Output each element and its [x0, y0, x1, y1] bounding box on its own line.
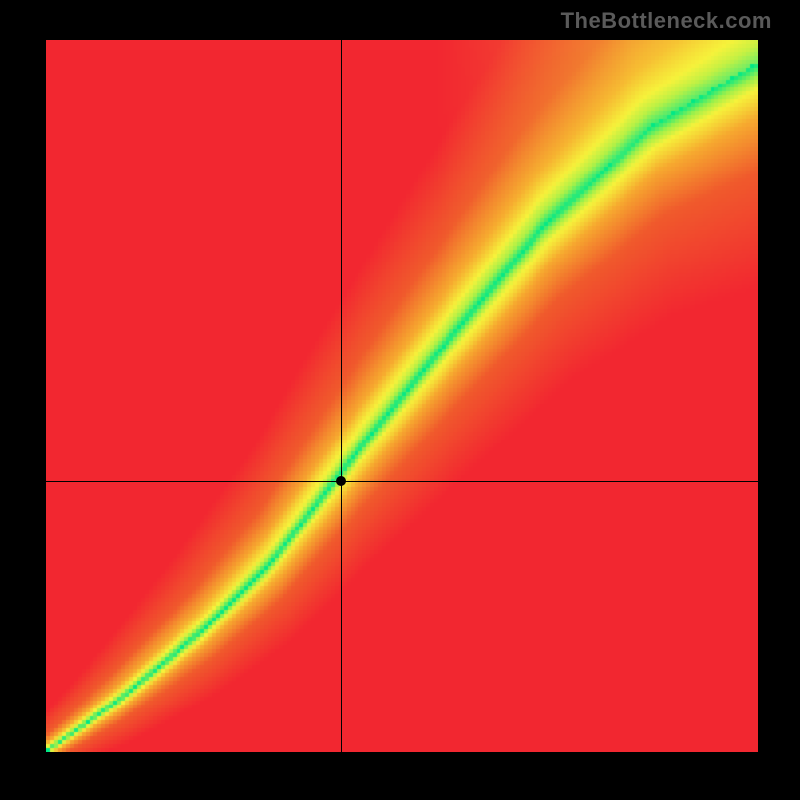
crosshair-vertical [341, 40, 342, 752]
heatmap-canvas [46, 40, 758, 752]
crosshair-marker [336, 476, 346, 486]
heatmap-chart [46, 40, 758, 752]
crosshair-horizontal [46, 481, 758, 482]
watermark-text: TheBottleneck.com [561, 8, 772, 34]
